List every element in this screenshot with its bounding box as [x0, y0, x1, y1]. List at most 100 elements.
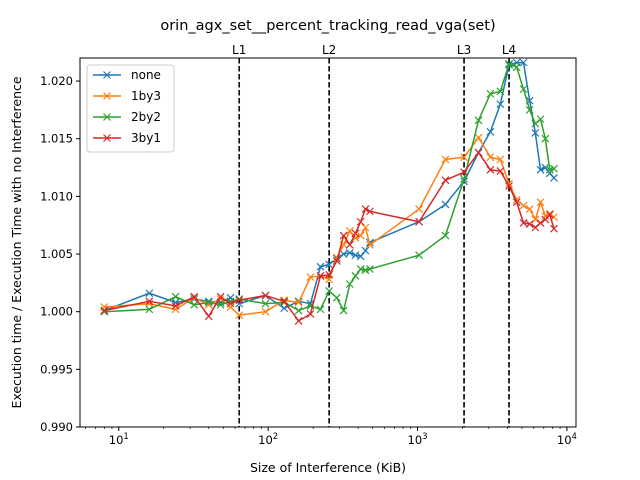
- data-point: [190, 295, 199, 303]
- data-point: [306, 310, 315, 318]
- data-point: [261, 299, 270, 308]
- data-point: [100, 306, 109, 315]
- data-point: [550, 164, 558, 173]
- data-point: [345, 240, 354, 249]
- legend-marker: [103, 134, 111, 142]
- data-point: [474, 116, 483, 125]
- legend-marker: [103, 92, 111, 100]
- data-point: [204, 298, 213, 307]
- data-point: [415, 205, 424, 213]
- data-point: [541, 163, 550, 172]
- data-point: [316, 305, 325, 314]
- data-point: [356, 217, 365, 226]
- data-point: [536, 165, 545, 174]
- data-point: [306, 273, 315, 282]
- y-tick-label: 1.020: [40, 74, 73, 88]
- data-point: [366, 207, 374, 216]
- chart-title: orin_agx_set__percent_tracking_read_vga(…: [160, 18, 495, 34]
- data-point: [512, 63, 521, 72]
- data-point: [441, 176, 450, 185]
- vline-label: L4: [502, 43, 516, 57]
- data-point: [339, 250, 348, 258]
- legend-box: [86, 64, 175, 153]
- vline-label: L3: [457, 43, 471, 57]
- data-point: [356, 265, 365, 273]
- data-point: [351, 229, 360, 238]
- data-point: [332, 293, 341, 302]
- data-point: [541, 212, 550, 220]
- data-point: [235, 296, 244, 305]
- data-point: [226, 297, 235, 306]
- data-point: [550, 224, 558, 233]
- data-point: [415, 217, 424, 226]
- data-point: [441, 155, 450, 164]
- data-point: [486, 89, 495, 98]
- vline-label: L1: [232, 43, 246, 57]
- data-point: [486, 127, 495, 136]
- data-point: [216, 300, 225, 309]
- data-point: [525, 105, 534, 114]
- data-point: [486, 153, 495, 162]
- data-point: [550, 174, 558, 182]
- plot-frame: [79, 57, 577, 428]
- y-axis-label: Execution time / Execution Time with no …: [9, 76, 24, 408]
- data-point: [294, 298, 303, 307]
- data-point: [345, 280, 354, 288]
- legend-label-1by3: 1by3: [131, 89, 161, 103]
- data-point: [460, 168, 468, 177]
- data-point: [496, 87, 505, 96]
- data-point: [325, 260, 334, 269]
- data-point: [280, 304, 289, 313]
- legend: none 1by3 2by2 3by1: [86, 64, 175, 153]
- legend-marker: [103, 71, 111, 79]
- data-point: [525, 205, 534, 213]
- data-point: [226, 303, 235, 311]
- vline-label: L2: [322, 43, 336, 57]
- data-point: [519, 85, 528, 94]
- data-point: [536, 115, 545, 124]
- data-point: [474, 148, 483, 157]
- y-tick-label: 0.995: [40, 362, 73, 376]
- data-point: [294, 306, 303, 315]
- data-point: [351, 272, 360, 280]
- data-point: [531, 129, 540, 137]
- data-point: [280, 297, 289, 306]
- data-point: [486, 165, 495, 174]
- data-point: [145, 305, 154, 314]
- data-point: [216, 292, 225, 301]
- data-point: [460, 153, 468, 162]
- data-point: [145, 289, 154, 298]
- y-tick-label: 0.990: [40, 420, 73, 434]
- data-point: [505, 182, 513, 190]
- data-point: [190, 300, 199, 309]
- data-point: [496, 100, 505, 109]
- data-point: [356, 252, 365, 261]
- data-point: [204, 312, 213, 321]
- data-point: [366, 265, 374, 273]
- data-point: [361, 266, 370, 275]
- data-point: [505, 59, 513, 68]
- data-point: [325, 287, 334, 295]
- y-tick-label: 1.000: [40, 305, 73, 319]
- data-point: [496, 167, 505, 175]
- data-point: [512, 198, 521, 207]
- data-point: [171, 292, 180, 301]
- data-point: [332, 257, 341, 265]
- data-point: [294, 316, 303, 325]
- data-point: [361, 246, 370, 255]
- data-point: [525, 220, 534, 228]
- y-tick-label: 1.015: [40, 132, 73, 146]
- legend-label-3by1: 3by1: [131, 131, 161, 145]
- data-point: [190, 292, 199, 301]
- data-point: [171, 305, 180, 314]
- data-point: [519, 201, 528, 210]
- data-point: [545, 210, 554, 219]
- data-point: [519, 58, 528, 67]
- data-point: [325, 270, 334, 279]
- data-point: [531, 215, 540, 224]
- data-point: [226, 299, 235, 308]
- data-point: [345, 248, 354, 257]
- data-point: [441, 231, 450, 240]
- data-point: [361, 223, 370, 232]
